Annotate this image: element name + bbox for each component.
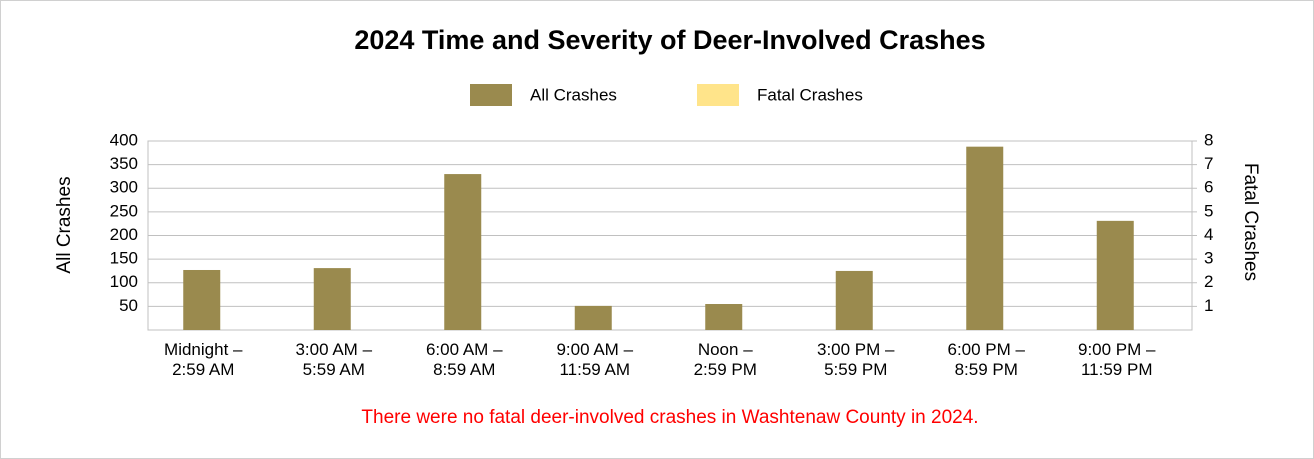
y2-axis-label: Fatal Crashes xyxy=(1240,163,1261,281)
x-tick-label: 6:00 PM – 8:59 PM xyxy=(947,340,1026,379)
y2-tick-label: 4 xyxy=(1204,225,1213,244)
x-tick-label: Noon – 2:59 PM xyxy=(693,340,757,379)
y2-tick-label: 8 xyxy=(1204,130,1213,149)
legend-label: Fatal Crashes xyxy=(757,85,863,104)
bar xyxy=(574,305,612,330)
bar xyxy=(444,174,482,330)
y-tick-label: 350 xyxy=(110,154,138,173)
annotation: There were no fatal deer-involved crashe… xyxy=(361,407,978,428)
bar xyxy=(835,270,873,330)
y-tick-label: 250 xyxy=(110,201,138,220)
y-tick-label: 400 xyxy=(110,130,138,149)
x-tick-label: 3:00 AM – 5:59 AM xyxy=(295,340,373,379)
y-tick-label: 300 xyxy=(110,178,138,197)
bar xyxy=(705,304,743,330)
y-tick-label: 150 xyxy=(110,249,138,268)
bar xyxy=(183,269,221,330)
y2-tick-label: 6 xyxy=(1204,178,1213,197)
bar xyxy=(1096,220,1134,330)
y2-tick-label: 1 xyxy=(1204,296,1213,315)
y-axis-label: All Crashes xyxy=(54,176,75,273)
legend-swatch xyxy=(470,84,512,106)
y2-tick-label: 3 xyxy=(1204,249,1213,268)
x-tick-label: 9:00 AM – 11:59 AM xyxy=(556,340,634,379)
bar xyxy=(313,268,351,330)
legend-swatch xyxy=(697,84,739,106)
x-tick-label: 9:00 PM – 11:59 PM xyxy=(1078,340,1156,379)
chart-title: 2024 Time and Severity of Deer-Involved … xyxy=(354,25,985,55)
bar xyxy=(966,146,1004,330)
legend-label: All Crashes xyxy=(530,85,617,104)
x-tick-label: Midnight – 2:59 AM xyxy=(164,340,243,379)
y2-tick-label: 2 xyxy=(1204,272,1213,291)
y2-tick-label: 5 xyxy=(1204,201,1213,220)
y-tick-label: 50 xyxy=(119,296,138,315)
x-tick-label: 6:00 AM – 8:59 AM xyxy=(425,340,503,379)
y-tick-label: 200 xyxy=(110,225,138,244)
y-tick-label: 100 xyxy=(110,272,138,291)
x-tick-label: 3:00 PM – 5:59 PM xyxy=(817,340,895,379)
y2-tick-label: 7 xyxy=(1204,154,1213,173)
